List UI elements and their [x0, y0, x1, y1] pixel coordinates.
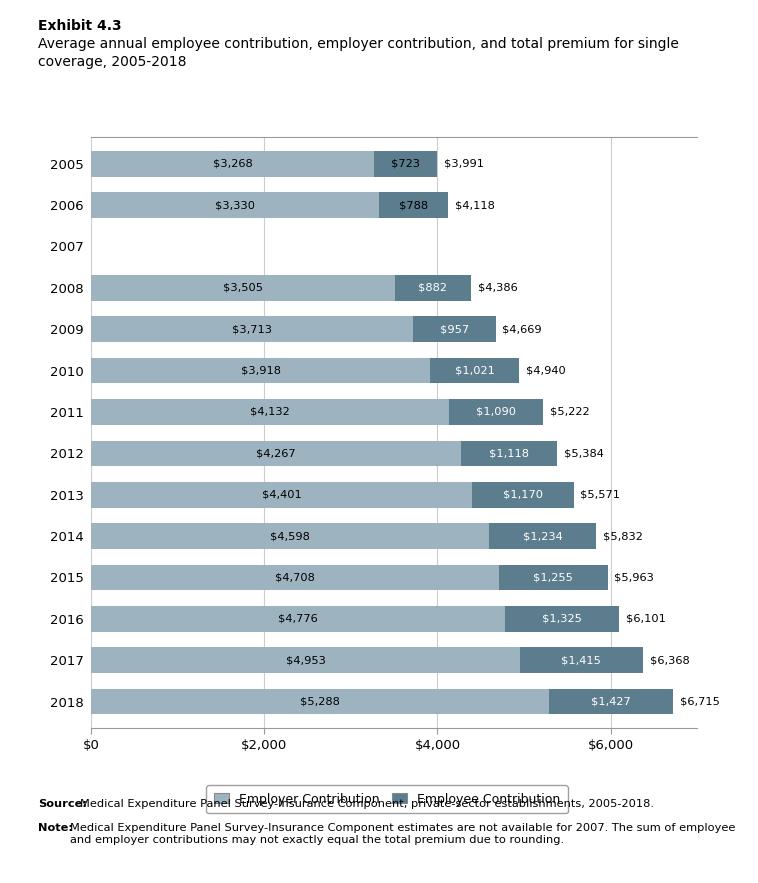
- Bar: [461, 441, 557, 466]
- Text: $4,953: $4,953: [286, 655, 325, 665]
- Text: $4,132: $4,132: [250, 407, 290, 417]
- Text: $1,234: $1,234: [523, 531, 562, 541]
- Text: $4,940: $4,940: [526, 366, 565, 375]
- Bar: [91, 316, 412, 342]
- Text: $3,268: $3,268: [213, 159, 252, 169]
- Bar: [449, 399, 543, 425]
- Text: $1,170: $1,170: [503, 490, 543, 500]
- Bar: [91, 192, 380, 218]
- Text: $3,713: $3,713: [232, 324, 272, 335]
- Text: $6,101: $6,101: [626, 614, 666, 624]
- Text: $4,401: $4,401: [262, 490, 302, 500]
- Legend: Employer Contribution, Employee Contribution: Employer Contribution, Employee Contribu…: [206, 785, 568, 813]
- Text: $4,118: $4,118: [455, 200, 494, 210]
- Text: $5,832: $5,832: [603, 531, 643, 541]
- Bar: [549, 689, 672, 714]
- Bar: [374, 151, 437, 177]
- Bar: [380, 192, 448, 218]
- Text: Source:: Source:: [38, 799, 87, 809]
- Bar: [520, 647, 643, 673]
- Text: $3,918: $3,918: [241, 366, 280, 375]
- Text: $5,288: $5,288: [300, 697, 340, 706]
- Bar: [472, 482, 574, 508]
- Text: $3,330: $3,330: [215, 200, 255, 210]
- Text: $788: $788: [399, 200, 428, 210]
- Bar: [489, 524, 597, 549]
- Bar: [91, 275, 395, 301]
- Bar: [91, 482, 472, 508]
- Text: Average annual employee contribution, employer contribution, and total premium f: Average annual employee contribution, em…: [38, 37, 678, 70]
- Text: $1,255: $1,255: [533, 572, 573, 583]
- Text: $3,991: $3,991: [443, 159, 484, 169]
- Text: $3,505: $3,505: [223, 283, 263, 293]
- Text: $6,368: $6,368: [650, 655, 689, 665]
- Text: $4,708: $4,708: [275, 572, 315, 583]
- Bar: [412, 316, 496, 342]
- Text: $1,021: $1,021: [455, 366, 494, 375]
- Bar: [91, 441, 461, 466]
- Bar: [499, 564, 607, 591]
- Text: $5,222: $5,222: [550, 407, 590, 417]
- Text: $4,598: $4,598: [270, 531, 310, 541]
- Text: $1,415: $1,415: [562, 655, 601, 665]
- Text: $6,715: $6,715: [680, 697, 719, 706]
- Text: $5,963: $5,963: [615, 572, 654, 583]
- Text: Medical Expenditure Panel Survey-Insurance Component estimates are not available: Medical Expenditure Panel Survey-Insuran…: [70, 823, 736, 845]
- Text: $4,776: $4,776: [278, 614, 318, 624]
- Text: $5,384: $5,384: [565, 449, 604, 458]
- Bar: [505, 606, 619, 631]
- Bar: [431, 358, 518, 383]
- Bar: [91, 564, 499, 591]
- Text: Exhibit 4.3: Exhibit 4.3: [38, 19, 121, 34]
- Text: $5,571: $5,571: [581, 490, 621, 500]
- Text: $1,427: $1,427: [591, 697, 631, 706]
- Text: $957: $957: [440, 324, 468, 335]
- Bar: [91, 151, 374, 177]
- Bar: [91, 399, 449, 425]
- Bar: [91, 606, 505, 631]
- Bar: [91, 358, 431, 383]
- Text: $4,386: $4,386: [478, 283, 518, 293]
- Text: $4,267: $4,267: [256, 449, 296, 458]
- Text: $1,090: $1,090: [476, 407, 516, 417]
- Text: $882: $882: [418, 283, 447, 293]
- Text: $723: $723: [391, 159, 420, 169]
- Bar: [91, 524, 489, 549]
- Text: $4,669: $4,669: [503, 324, 542, 335]
- Bar: [395, 275, 471, 301]
- Bar: [91, 689, 549, 714]
- Text: Note:: Note:: [38, 823, 73, 833]
- Text: $1,325: $1,325: [542, 614, 582, 624]
- Text: $1,118: $1,118: [489, 449, 529, 458]
- Text: Medical Expenditure Panel Survey-Insurance Component, private-sector establishme: Medical Expenditure Panel Survey-Insuran…: [80, 799, 653, 809]
- Bar: [91, 647, 520, 673]
